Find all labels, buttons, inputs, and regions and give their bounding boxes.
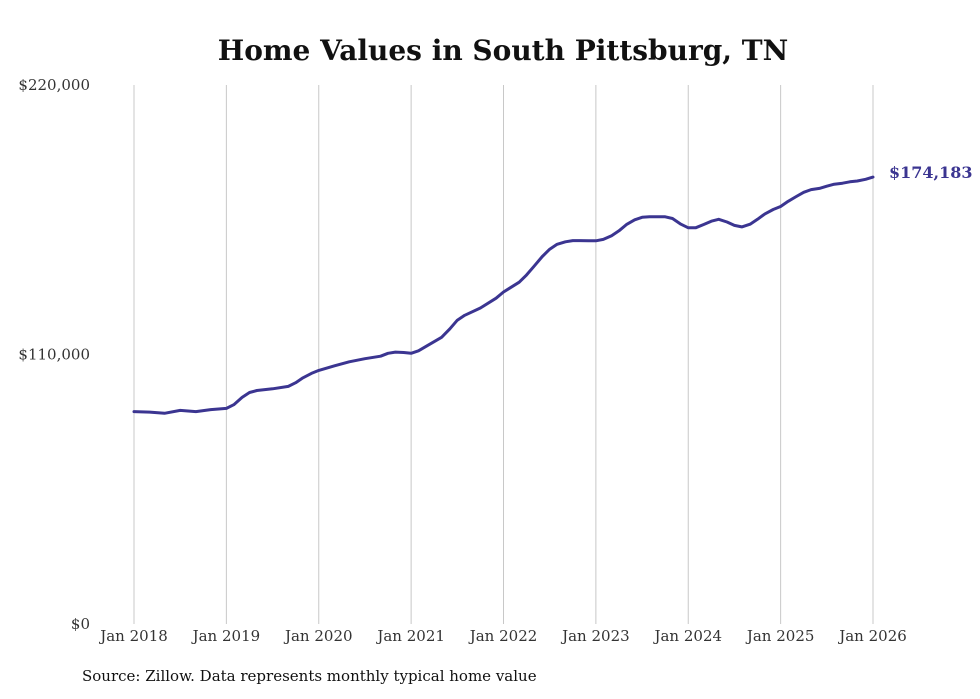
x-tick-label-4: Jan 2022 [468,627,538,645]
x-tick-label-1: Jan 2019 [191,627,261,645]
x-tick-label-0: Jan 2018 [98,627,168,645]
x-tick-label-5: Jan 2023 [560,627,630,645]
x-tick-label-6: Jan 2024 [652,627,722,645]
chart-title: Home Values in South Pittsburg, TN [218,34,789,67]
x-tick-label-8: Jan 2026 [837,627,907,645]
x-tick-label-3: Jan 2021 [375,627,445,645]
x-axis-ticks: Jan 2018 Jan 2019 Jan 2020 Jan 2021 Jan 2022… [98,627,907,645]
y-tick-label-0: $0 [71,615,90,633]
series-group [132,175,875,415]
x-tick-label-2: Jan 2020 [283,627,353,645]
y-tick-label-2: $220,000 [18,76,90,94]
series-line-0 [132,175,875,415]
source-note: Source: Zillow. Data represents monthly … [82,667,537,685]
last-value-label: $174,183 [889,163,973,182]
y-tick-label-1: $110,000 [18,346,90,364]
y-axis-ticks: $0 $110,000 $220,000 [18,76,90,633]
x-gridlines [133,85,874,624]
x-tick-label-7: Jan 2025 [745,627,815,645]
